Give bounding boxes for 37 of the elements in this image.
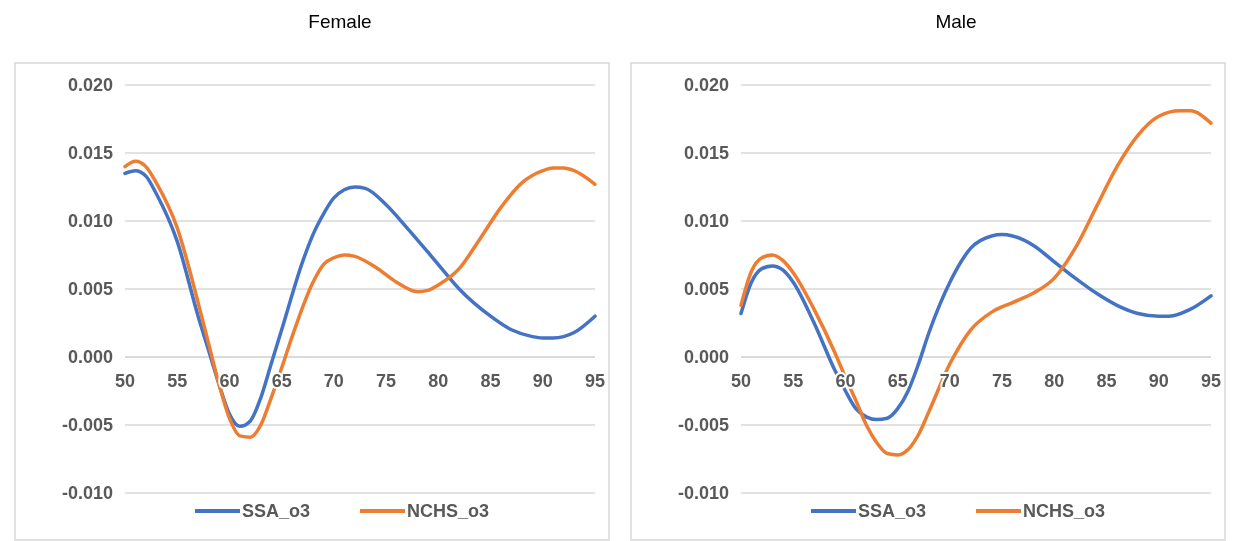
legend-label: NCHS_o3: [407, 501, 490, 521]
x-tick-label: 85: [480, 371, 501, 391]
legend-label: NCHS_o3: [1023, 501, 1106, 521]
legend-label: SSA_o3: [242, 501, 311, 521]
y-tick-label: -0.005: [61, 415, 113, 436]
y-tick-label: 0.005: [67, 279, 113, 300]
y-tick-label: 0.015: [67, 143, 113, 164]
y-tick-label: 0.000: [683, 347, 729, 368]
y-tick-label: 0.020: [67, 75, 113, 96]
x-tick-label: 65: [887, 371, 908, 391]
legend-label: SSA_o3: [858, 501, 927, 521]
x-tick-label: 80: [428, 371, 449, 391]
x-tick-label: 70: [323, 371, 344, 391]
x-tick-label: 55: [167, 371, 188, 391]
x-tick-label: 60: [219, 371, 240, 391]
x-tick-label: 75: [376, 371, 397, 391]
y-tick-label: -0.005: [677, 415, 729, 436]
y-tick-label: 0.000: [67, 347, 113, 368]
y-tick-label: 0.005: [683, 279, 729, 300]
x-tick-label: 90: [1148, 371, 1169, 391]
x-tick-label: 80: [1044, 371, 1065, 391]
x-tick-label: 90: [532, 371, 553, 391]
x-tick-label: 85: [1096, 371, 1117, 391]
chart-title: Male: [935, 11, 977, 32]
x-tick-label: 55: [783, 371, 804, 391]
y-tick-label: 0.015: [683, 143, 729, 164]
x-tick-label: 95: [584, 371, 606, 391]
y-tick-label: 0.020: [683, 75, 729, 96]
y-tick-label: 0.010: [67, 211, 113, 232]
x-tick-label: 50: [114, 371, 136, 391]
y-tick-label: -0.010: [61, 483, 113, 504]
x-tick-label: 75: [992, 371, 1013, 391]
chart-title: Female: [308, 11, 372, 32]
x-tick-label: 95: [1200, 371, 1222, 391]
y-tick-label: 0.010: [683, 211, 729, 232]
x-tick-label: 50: [730, 371, 752, 391]
y-tick-label: -0.010: [677, 483, 729, 504]
